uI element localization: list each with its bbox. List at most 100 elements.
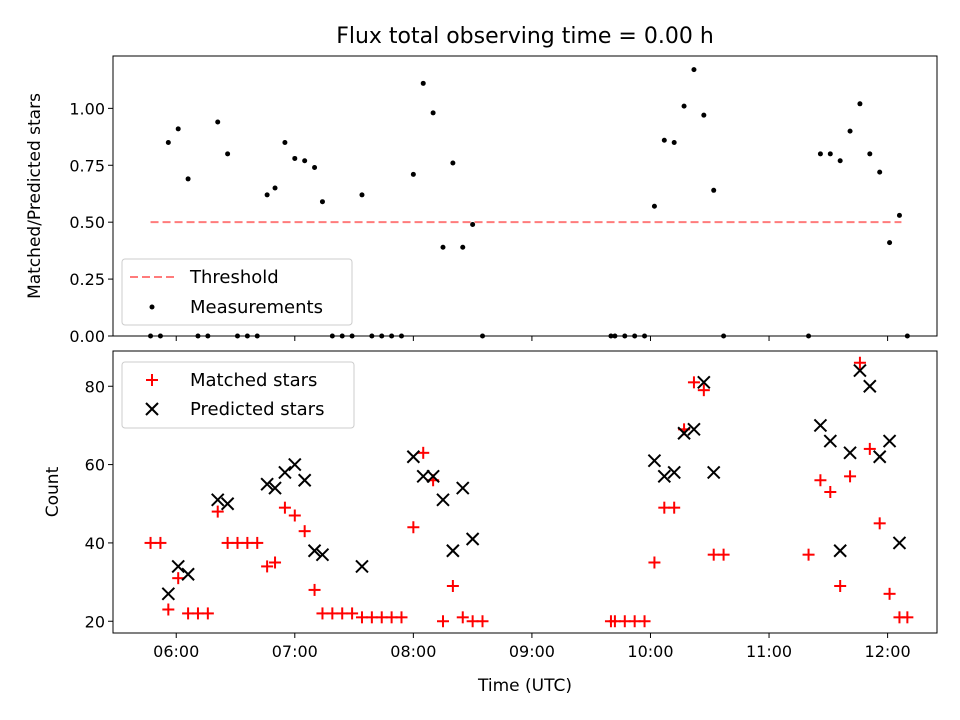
matched-star-point	[834, 580, 847, 592]
top-panel-ylabel: Matched/Predicted stars	[25, 93, 45, 299]
measurement-point	[661, 137, 667, 143]
measurement-point	[302, 158, 308, 164]
measurement-point	[215, 119, 221, 125]
predicted-star-point	[307, 544, 322, 558]
measurement-point	[450, 160, 456, 166]
predicted-star-point	[278, 465, 292, 480]
measurements-legend-swatch	[149, 304, 155, 310]
measurement-point	[420, 80, 426, 86]
bottom-xtick-label: 06:00	[153, 642, 199, 661]
predicted-star-point	[436, 493, 450, 507]
predicted-star-point	[707, 465, 721, 480]
predicted-star-point	[687, 422, 701, 437]
matched-star-point	[476, 615, 489, 628]
matched-star-point	[407, 521, 420, 534]
predicted-star-point	[416, 469, 430, 484]
predicted-star-point	[863, 379, 877, 393]
bottom-legend-box	[121, 361, 355, 429]
top-panel-plot	[148, 67, 910, 339]
matched-star-point	[162, 603, 175, 616]
bottom-xtick-label: 12:00	[865, 642, 911, 661]
predicted-star-point	[823, 434, 838, 448]
bottom-ytick-label: 60	[85, 456, 105, 475]
matched-star-point	[395, 611, 408, 624]
measurement-point	[319, 199, 325, 205]
matched-star-point	[269, 556, 282, 569]
top-ytick-label: 0.25	[69, 270, 105, 289]
bottom-panel-frame	[112, 350, 938, 634]
predicted-star-point	[288, 457, 302, 472]
matched-star-point	[172, 572, 185, 585]
matched-star-point	[901, 611, 914, 624]
measurement-point	[410, 171, 416, 177]
matched-star-point	[417, 446, 430, 459]
matched-star-point	[873, 517, 886, 530]
predicted-star-point	[843, 446, 857, 460]
bottom-panel-xlabel: Time (UTC)	[477, 676, 572, 696]
matched-star-point	[697, 384, 710, 397]
top-panel-title: Flux total observing time = 0.00 h	[336, 24, 714, 49]
measurement-point	[225, 151, 231, 157]
measurement-point	[651, 203, 657, 209]
bottom-xtick-label: 07:00	[272, 642, 318, 661]
matched-star-point	[844, 470, 857, 483]
predicted-legend-label: Predicted stars	[190, 399, 324, 420]
predicted-star-point	[647, 453, 662, 468]
measurement-point	[292, 155, 298, 161]
matched-star-point	[638, 615, 651, 628]
measurement-point	[460, 244, 466, 250]
measurement-point	[896, 212, 902, 218]
matched-star-point	[648, 556, 661, 569]
measurement-point	[440, 244, 446, 250]
measurement-point	[701, 112, 707, 118]
measurement-point	[691, 67, 697, 73]
predicted-star-point	[697, 375, 711, 390]
measurement-point	[430, 110, 436, 116]
matched-star-point	[668, 501, 681, 514]
predicted-star-point	[667, 465, 681, 480]
matched-star-point	[717, 548, 730, 561]
measurement-point	[359, 192, 365, 198]
bottom-ytick-label: 40	[85, 534, 105, 553]
matched-star-point	[288, 509, 301, 522]
measurement-point	[282, 140, 288, 146]
matched-star-point	[446, 580, 459, 592]
matched-star-point	[814, 474, 827, 487]
measurement-point	[165, 140, 171, 146]
measurements-legend-label: Measurements	[190, 297, 323, 318]
predicted-star-point	[465, 532, 480, 546]
bottom-xtick-label: 11:00	[746, 642, 792, 661]
matched-star-point	[278, 501, 291, 514]
top-ytick-label: 0.00	[69, 327, 105, 346]
bottom-ytick-label: 80	[85, 377, 105, 396]
matched-star-point	[298, 525, 311, 538]
predicted-star-point	[892, 536, 907, 550]
top-legend-box	[121, 258, 353, 326]
measurement-point	[264, 192, 270, 198]
measurement-point	[817, 151, 823, 157]
threshold-legend-label: Threshold	[189, 267, 279, 288]
matched-star-point	[883, 587, 896, 600]
predicted-star-point	[882, 434, 897, 448]
predicted-star-point	[813, 418, 828, 433]
matched-star-point	[346, 607, 359, 620]
top-ytick-label: 1.00	[69, 99, 105, 118]
measurement-point	[827, 151, 833, 157]
matched-star-point	[261, 560, 274, 573]
measurement-point	[711, 187, 717, 193]
matched-star-point	[824, 486, 837, 498]
predicted-star-point	[220, 497, 235, 511]
measurement-point	[857, 101, 863, 107]
bottom-panel-legend: Matched stars Predicted stars	[121, 361, 355, 429]
measurement-point	[887, 240, 893, 246]
predicted-star-point	[872, 450, 887, 464]
matched-legend-label: Matched stars	[190, 370, 317, 391]
bottom-xtick-label: 10:00	[627, 642, 673, 661]
matched-star-point	[436, 615, 449, 628]
predicted-star-point	[161, 587, 176, 601]
predicted-star-point	[426, 469, 440, 484]
predicted-star-point	[297, 473, 312, 487]
measurement-point	[877, 169, 883, 175]
measurement-point	[867, 151, 873, 157]
